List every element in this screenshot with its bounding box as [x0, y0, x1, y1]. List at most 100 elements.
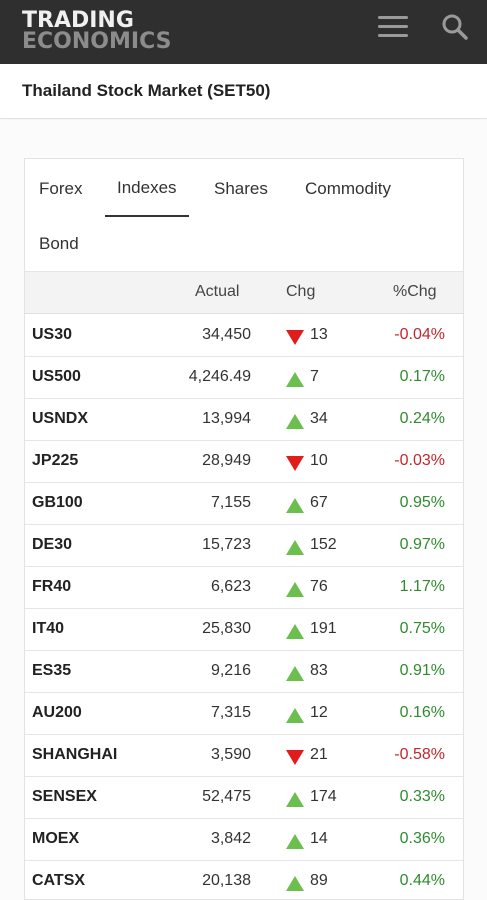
row-change: 67	[310, 494, 328, 511]
row-symbol[interactable]: JP225	[32, 452, 79, 469]
row-percent-change: -0.04%	[394, 326, 445, 343]
table-row[interactable]: US500 4,246.49 7 0.17%	[25, 357, 463, 399]
row-symbol[interactable]: GB100	[32, 494, 83, 511]
table-row[interactable]: DE30 15,723 152 0.97%	[25, 525, 463, 567]
row-actual: 28,949	[202, 452, 251, 469]
table-row[interactable]: SHANGHAI 3,590 21 -0.58%	[25, 735, 463, 777]
table-row[interactable]: AU200 7,315 12 0.16%	[25, 693, 463, 735]
column-header-actual: Actual	[195, 283, 240, 300]
row-change: 7	[310, 368, 319, 385]
down-triangle-icon	[286, 456, 304, 471]
row-actual: 13,994	[202, 410, 251, 427]
row-percent-change: 0.44%	[399, 872, 445, 889]
search-icon[interactable]	[440, 12, 470, 42]
table-row[interactable]: GB100 7,155 67 0.95%	[25, 483, 463, 525]
row-percent-change: 0.24%	[399, 410, 445, 427]
row-change: 34	[310, 410, 328, 427]
tab-forex[interactable]: Forex	[39, 179, 83, 198]
row-symbol[interactable]: SHANGHAI	[32, 746, 118, 763]
tab-commodity[interactable]: Commodity	[305, 179, 391, 198]
table-row[interactable]: FR40 6,623 76 1.17%	[25, 567, 463, 609]
row-percent-change: 1.17%	[399, 578, 445, 595]
row-symbol[interactable]: AU200	[32, 704, 82, 721]
row-percent-change: 0.95%	[399, 494, 445, 511]
table-row[interactable]: IT40 25,830 191 0.75%	[25, 609, 463, 651]
up-triangle-icon	[286, 834, 304, 849]
row-actual: 25,830	[202, 620, 251, 637]
up-triangle-icon	[286, 876, 304, 891]
row-change: 152	[310, 536, 337, 553]
up-triangle-icon	[286, 540, 304, 555]
row-actual: 7,315	[210, 704, 251, 721]
row-actual: 15,723	[202, 536, 251, 553]
logo-line-1: TRADING	[22, 8, 134, 33]
row-percent-change: -0.03%	[394, 452, 445, 469]
row-actual: 20,138	[202, 872, 251, 889]
up-triangle-icon	[286, 708, 304, 723]
row-percent-change: 0.75%	[399, 620, 445, 637]
markets-card: Forex Indexes Shares Commodity Bond Actu…	[24, 158, 464, 900]
page-header: Thailand Stock Market (SET50)	[0, 64, 487, 119]
row-actual: 3,842	[210, 830, 251, 847]
trading-economics-logo[interactable]: TRADING ECONOMICS	[22, 10, 171, 53]
row-actual: 6,623	[210, 578, 251, 595]
row-percent-change: 0.36%	[399, 830, 445, 847]
row-percent-change: 0.16%	[399, 704, 445, 721]
row-symbol[interactable]: MOEX	[32, 830, 80, 847]
row-change: 89	[310, 872, 328, 889]
row-symbol[interactable]: IT40	[32, 620, 65, 637]
row-change: 13	[310, 326, 328, 343]
row-actual: 7,155	[210, 494, 251, 511]
row-actual: 34,450	[202, 326, 251, 343]
row-change: 14	[310, 830, 328, 847]
table-row[interactable]: SENSEX 52,475 174 0.33%	[25, 777, 463, 819]
row-change: 21	[310, 746, 328, 763]
row-change: 174	[310, 788, 337, 805]
logo-line-2: ECONOMICS	[22, 29, 172, 54]
row-symbol[interactable]: CATSX	[32, 872, 86, 889]
table-row[interactable]: US30 34,450 13 -0.04%	[25, 315, 463, 357]
row-change: 10	[310, 452, 328, 469]
row-symbol[interactable]: USNDX	[32, 410, 89, 427]
row-percent-change: 0.33%	[399, 788, 445, 805]
tab-shares[interactable]: Shares	[214, 179, 268, 198]
up-triangle-icon	[286, 582, 304, 597]
up-triangle-icon	[286, 624, 304, 639]
up-triangle-icon	[286, 498, 304, 513]
tab-bond[interactable]: Bond	[39, 234, 79, 253]
page-title: Thailand Stock Market (SET50)	[22, 81, 271, 100]
down-triangle-icon	[286, 330, 304, 345]
row-symbol[interactable]: US30	[32, 326, 73, 343]
row-percent-change: 0.97%	[399, 536, 445, 553]
table-row[interactable]: ES35 9,216 83 0.91%	[25, 651, 463, 693]
table-row[interactable]: JP225 28,949 10 -0.03%	[25, 441, 463, 483]
row-percent-change: 0.17%	[399, 368, 445, 385]
row-actual: 9,216	[210, 662, 251, 679]
row-symbol[interactable]: ES35	[32, 662, 72, 679]
row-symbol[interactable]: SENSEX	[32, 788, 97, 805]
row-change: 83	[310, 662, 328, 679]
row-symbol[interactable]: FR40	[32, 578, 72, 595]
up-triangle-icon	[286, 792, 304, 807]
hamburger-menu-icon[interactable]	[378, 16, 410, 38]
table-header: Actual Chg %Chg	[25, 272, 463, 314]
table-row[interactable]: USNDX 13,994 34 0.24%	[25, 399, 463, 441]
table-row[interactable]: MOEX 3,842 14 0.36%	[25, 819, 463, 861]
table-row[interactable]: CATSX 20,138 89 0.44%	[25, 861, 463, 899]
tabs-divider	[25, 271, 463, 272]
row-symbol[interactable]: US500	[32, 368, 81, 385]
row-actual: 52,475	[202, 788, 251, 805]
row-percent-change: -0.58%	[394, 746, 445, 763]
row-actual: 4,246.49	[188, 368, 251, 385]
up-triangle-icon	[286, 414, 304, 429]
tab-indexes[interactable]: Indexes	[105, 178, 189, 217]
row-symbol[interactable]: DE30	[32, 536, 73, 553]
row-change: 76	[310, 578, 328, 595]
down-triangle-icon	[286, 750, 304, 765]
row-change: 191	[310, 620, 337, 637]
up-triangle-icon	[286, 372, 304, 387]
row-change: 12	[310, 704, 328, 721]
column-header-pchg: %Chg	[393, 283, 437, 300]
up-triangle-icon	[286, 666, 304, 681]
row-actual: 3,590	[210, 746, 251, 763]
